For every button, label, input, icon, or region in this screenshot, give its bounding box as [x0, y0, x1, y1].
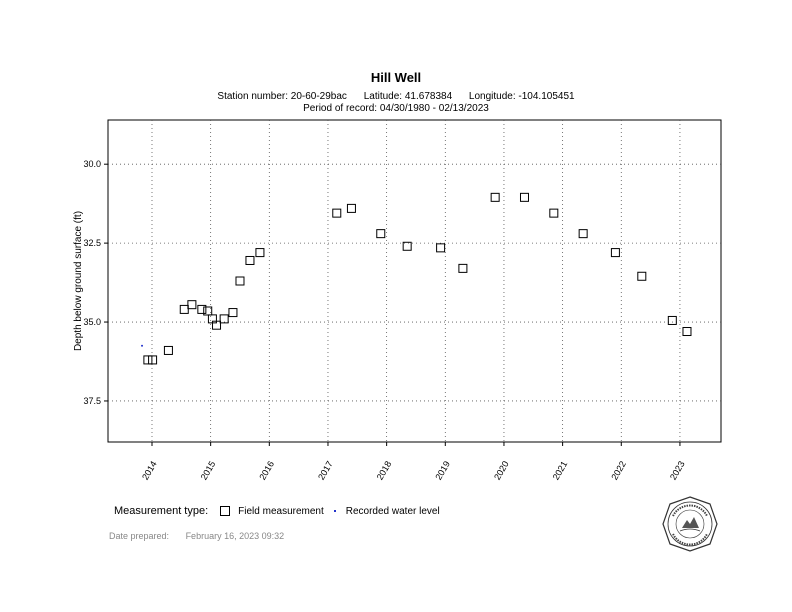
field-measurement-point: [143, 355, 153, 365]
x-tick-label: 2023: [668, 459, 687, 481]
field-measurement-point: [235, 276, 245, 286]
field-measurement-point: [637, 271, 647, 281]
y-tick-label: 32.5: [83, 238, 101, 248]
period-of-record: Period of record: 04/30/1980 - 02/13/202…: [303, 103, 489, 114]
field-measurement-point: [667, 315, 677, 325]
latitude: Latitude: 41.678384: [363, 91, 453, 102]
x-tick-label: 2019: [433, 459, 452, 481]
longitude: Longitude: -104.105451: [468, 91, 575, 102]
field-measurement-point: [610, 248, 620, 258]
field-measurement-point: [332, 208, 342, 218]
legend-field-label: Field measurement: [238, 505, 324, 517]
x-tick-label: 2021: [551, 459, 570, 481]
x-tick-label: 2014: [140, 459, 159, 481]
x-tick-label: 2022: [609, 459, 628, 481]
field-measurement-point: [187, 300, 197, 310]
state-engineer-seal-logo: [662, 496, 718, 552]
field-measurement-point: [376, 229, 386, 239]
field-measurement-point: [458, 263, 468, 273]
field-measurement-point: [212, 320, 222, 330]
legend-recorded-label: Recorded water level: [345, 505, 440, 517]
field-measurement-point: [402, 241, 412, 251]
field-measurement-point: [682, 327, 692, 337]
station-number: Station number: 20-60-29bac: [217, 91, 347, 102]
chart-title: Hill Well: [370, 70, 422, 85]
field-measurement-point: [203, 306, 213, 316]
field-measurement-point: [346, 203, 356, 213]
legend: Measurement type: Field measurement Reco…: [114, 505, 440, 517]
field-measurement-point: [490, 192, 500, 202]
field-measurement-point: [255, 248, 265, 258]
field-measurement-point: [228, 308, 238, 318]
y-tick-label: 37.5: [83, 396, 101, 406]
field-measurement-point: [549, 208, 559, 218]
field-measurement-point: [519, 192, 529, 202]
y-tick-label: 30.0: [83, 159, 101, 169]
field-measurement-point: [436, 243, 446, 253]
field-measurement-point: [179, 304, 189, 314]
y-tick-label: 35.0: [83, 317, 101, 327]
recorded-level-legend-marker: [333, 510, 336, 512]
date-prepared-label: Date prepared:: [109, 531, 170, 541]
recorded-water-level-point: [141, 344, 144, 347]
field-measurement-point: [219, 314, 229, 324]
legend-title: Measurement type:: [114, 505, 209, 517]
field-measurement-point: [148, 355, 158, 365]
field-measurement-point: [245, 255, 255, 265]
x-tick-label: 2020: [492, 459, 511, 481]
date-prepared-value: February 16, 2023 09:32: [185, 531, 285, 541]
x-tick-label: 2015: [199, 459, 218, 481]
x-tick-label: 2018: [375, 459, 394, 481]
field-measurement-point: [163, 345, 173, 355]
y-axis-label: Depth below ground surface (ft): [73, 211, 84, 351]
field-measurement-point: [197, 304, 207, 314]
plot-frame: [107, 119, 722, 443]
date-prepared: Date prepared: February 16, 2023 09:32: [109, 531, 284, 541]
station-info: Station number: 20-60-29bac Latitude: 41…: [0, 91, 792, 102]
x-tick-label: 2016: [257, 459, 276, 481]
x-tick-label: 2017: [316, 459, 335, 481]
field-measurement-legend-marker: [220, 506, 231, 516]
field-measurement-point: [578, 229, 588, 239]
